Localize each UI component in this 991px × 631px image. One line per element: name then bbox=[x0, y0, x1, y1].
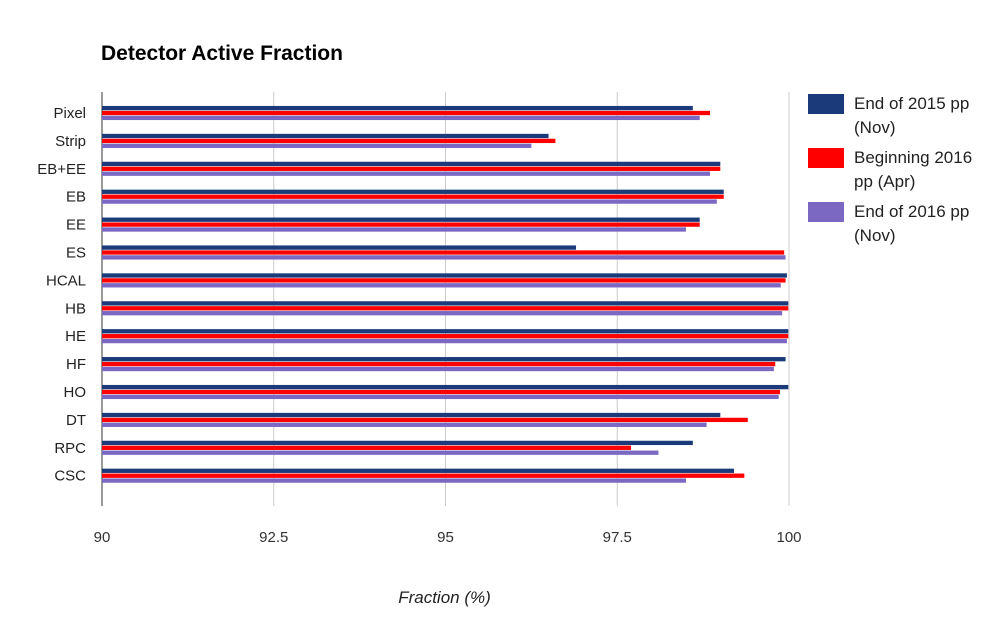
bar bbox=[102, 245, 577, 250]
grid-lines bbox=[101, 92, 790, 506]
x-tick-labels: 90 92.5 95 97.5 100 bbox=[94, 529, 802, 546]
bar bbox=[102, 166, 721, 171]
bar bbox=[102, 384, 789, 390]
legend-item[interactable]: End of 2016 pp (Nov) bbox=[808, 200, 988, 248]
bar bbox=[102, 250, 785, 255]
bar bbox=[102, 115, 700, 121]
x-tick-label: 90 bbox=[94, 529, 111, 546]
bar bbox=[102, 334, 789, 339]
bar bbox=[102, 366, 774, 372]
x-tick-label: 100 bbox=[776, 529, 801, 546]
bar bbox=[102, 445, 631, 450]
bar bbox=[102, 255, 786, 260]
x-tick-label: 97.5 bbox=[603, 529, 632, 546]
category-label: EB+EE bbox=[37, 161, 86, 178]
category-label: ES bbox=[66, 245, 86, 262]
bar bbox=[102, 389, 781, 395]
bar bbox=[102, 394, 779, 400]
bar bbox=[102, 361, 776, 367]
bar bbox=[102, 143, 532, 148]
bar bbox=[102, 199, 717, 204]
chart-title: Detector Active Fraction bbox=[101, 42, 343, 65]
bar bbox=[102, 283, 781, 288]
bar bbox=[102, 311, 783, 316]
bar bbox=[102, 422, 707, 427]
bar bbox=[102, 110, 710, 116]
legend-swatch bbox=[808, 94, 844, 114]
legend-swatch bbox=[808, 202, 844, 222]
bar bbox=[102, 171, 710, 176]
bar bbox=[102, 217, 700, 222]
bar bbox=[102, 357, 786, 362]
bar bbox=[102, 273, 787, 278]
category-label: HO bbox=[64, 384, 87, 401]
legend-label: End of 2016 pp (Nov) bbox=[854, 202, 970, 245]
bar bbox=[102, 278, 786, 283]
bar bbox=[102, 412, 721, 418]
bar bbox=[102, 133, 549, 139]
x-axis-label: Fraction (%) bbox=[398, 588, 491, 607]
legend-swatch bbox=[808, 148, 844, 168]
bar bbox=[102, 329, 789, 334]
category-label: Strip bbox=[55, 133, 86, 150]
bar bbox=[102, 227, 686, 232]
legend-label: Beginning 2016 pp (Apr) bbox=[854, 148, 973, 191]
bar bbox=[102, 138, 556, 144]
bar bbox=[102, 473, 745, 478]
category-label: HCAL bbox=[46, 272, 86, 289]
legend-item[interactable]: End of 2015 pp (Nov) bbox=[808, 92, 988, 140]
bar bbox=[102, 189, 724, 194]
bar bbox=[102, 338, 787, 344]
legend: End of 2015 pp (Nov) Beginning 2016 pp (… bbox=[808, 92, 988, 254]
legend-item[interactable]: Beginning 2016 pp (Apr) bbox=[808, 146, 988, 194]
category-label: DT bbox=[66, 412, 86, 429]
legend-label: End of 2015 pp (Nov) bbox=[854, 94, 970, 137]
bar bbox=[102, 222, 700, 227]
category-label: RPC bbox=[54, 440, 86, 457]
x-tick-label: 95 bbox=[437, 529, 454, 546]
category-label: EB bbox=[66, 189, 86, 206]
bar bbox=[102, 468, 735, 473]
category-labels: Pixel Strip EB+EE EB EE ES HCAL HB HE HF HO DT RPC CS… bbox=[37, 105, 86, 485]
bar bbox=[102, 417, 748, 423]
bars bbox=[102, 105, 789, 483]
bar bbox=[102, 306, 789, 311]
x-tick-label: 92.5 bbox=[259, 529, 288, 546]
bar bbox=[102, 194, 724, 199]
category-label: HE bbox=[65, 328, 86, 345]
bar bbox=[102, 105, 693, 111]
bar bbox=[102, 478, 686, 483]
category-label: HF bbox=[66, 356, 86, 373]
category-label: Pixel bbox=[53, 105, 86, 122]
category-label: HB bbox=[65, 300, 86, 317]
bar bbox=[102, 450, 659, 455]
bar bbox=[102, 301, 789, 306]
bar bbox=[102, 440, 693, 446]
category-label: EE bbox=[66, 217, 86, 234]
category-label: CSC bbox=[54, 468, 86, 485]
bar bbox=[102, 161, 721, 167]
